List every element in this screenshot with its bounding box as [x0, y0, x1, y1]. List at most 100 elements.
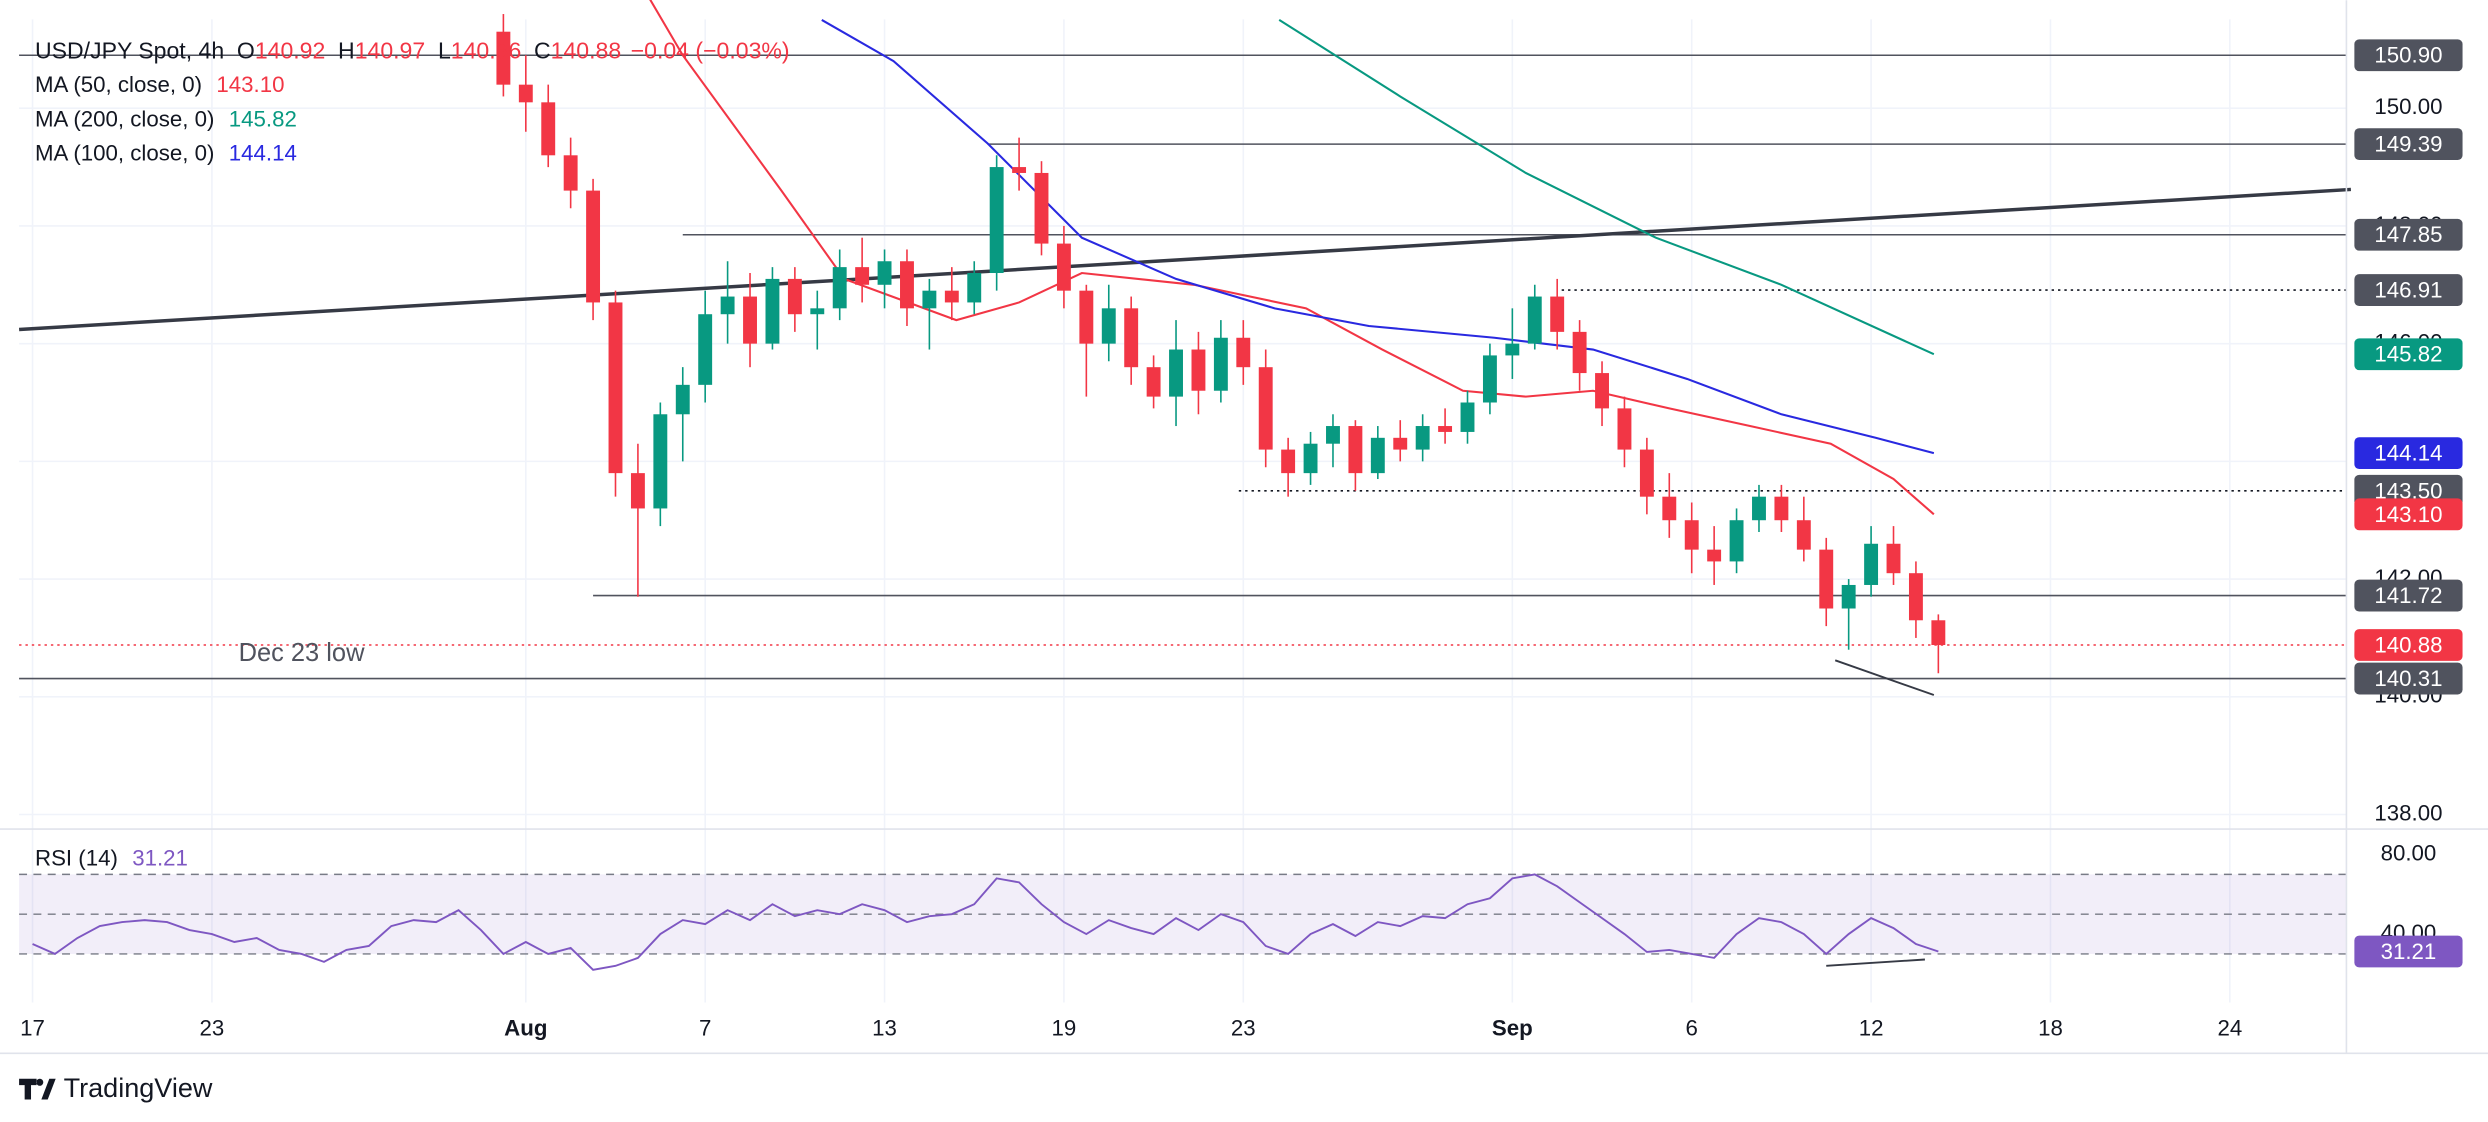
- x-tick-label: 17: [20, 1015, 45, 1040]
- price-badge: [2354, 498, 2463, 531]
- plot: [18, 0, 2352, 971]
- header-value: 140.92: [255, 38, 326, 64]
- y-tick-label: 138.00: [2374, 800, 2442, 825]
- candle-body: [1393, 437, 1408, 450]
- candle-body: [1146, 367, 1161, 397]
- header: USD/JPY Spot, 4h O140.92 H140.97 L140.36 C14…: [35, 38, 790, 64]
- price-badge-label: 143.10: [2374, 502, 2442, 527]
- candle-body: [653, 414, 668, 509]
- price-badge-label: 147.85: [2374, 222, 2442, 247]
- price-badge: [2354, 338, 2463, 371]
- candle-body: [1438, 426, 1453, 432]
- candle-body: [1370, 437, 1385, 474]
- x-tick-label: 7: [699, 1015, 711, 1040]
- candle-body: [1079, 290, 1094, 344]
- candle-body: [496, 31, 511, 85]
- candle-body: [1191, 349, 1206, 391]
- candle-body: [563, 155, 578, 191]
- x-tick-label: 19: [1052, 1015, 1077, 1040]
- legend-value: 143.10: [216, 72, 284, 97]
- candle-body: [518, 84, 533, 103]
- x-tick-label: Sep: [1492, 1015, 1533, 1040]
- candle-body: [1931, 620, 1946, 645]
- price-badge: [2354, 662, 2463, 695]
- candle-body: [1796, 520, 1811, 550]
- candle-body: [855, 267, 870, 285]
- candle-body: [810, 308, 825, 315]
- candle-body: [1707, 549, 1722, 562]
- candle-body: [608, 302, 623, 474]
- y-tick-label: 80.00: [2381, 840, 2437, 865]
- candle-body: [541, 102, 556, 156]
- candle-body: [989, 167, 1004, 274]
- candle-body: [1460, 402, 1475, 432]
- header-key: O: [237, 38, 255, 64]
- candle-body: [922, 290, 937, 309]
- candle-body: [1348, 426, 1363, 474]
- annotation: Dec 23 low: [239, 639, 365, 667]
- x-tick-label: 6: [1686, 1015, 1698, 1040]
- candle-body: [877, 261, 892, 285]
- price-badge-label: 149.39: [2374, 132, 2442, 157]
- price-badge: [2354, 128, 2463, 161]
- price-badge: [2354, 274, 2463, 306]
- legend: MA (50, close, 0) 143.10 MA (200, close, 0…: [35, 72, 297, 870]
- legend-entry: RSI (14) 31.21: [35, 845, 188, 870]
- moving-average: [821, 19, 1935, 455]
- candle-body: [832, 267, 847, 309]
- price-badge: [2354, 935, 2463, 968]
- grid: [19, 19, 2347, 1003]
- legend-entry: MA (200, close, 0) 145.82: [35, 106, 297, 131]
- price-badge-label: 145.82: [2374, 342, 2442, 367]
- y-tick-label: 150.00: [2374, 94, 2442, 119]
- candle-body: [1684, 520, 1699, 550]
- candle-body: [1034, 172, 1049, 244]
- candle-body: [1639, 449, 1654, 497]
- candle-body: [1124, 308, 1139, 368]
- header-value: 140.36: [451, 38, 522, 64]
- price-badge-label: 31.21: [2381, 939, 2437, 964]
- logo: TradingView: [19, 1073, 213, 1103]
- header-change: −0.04 (−0.03%): [631, 38, 790, 64]
- branding: TradingView: [64, 1073, 213, 1103]
- candle-body: [1550, 296, 1565, 332]
- candle-body: [1415, 426, 1430, 450]
- legend-entry: MA (50, close, 0) 143.10: [35, 72, 284, 97]
- legend-name: MA (100, close, 0): [35, 140, 214, 165]
- candle-body: [1326, 426, 1340, 444]
- axis: 138.00140.00142.00144.00146.00148.00150.…: [20, 39, 2463, 1040]
- price-badge-label: 140.88: [2374, 632, 2442, 657]
- moving-average: [1278, 19, 1935, 356]
- candle-body: [1886, 543, 1901, 574]
- candle-body: [1662, 496, 1677, 521]
- trend-line: [18, 187, 2352, 332]
- candle-body: [630, 473, 645, 509]
- legend-name: MA (50, close, 0): [35, 72, 202, 97]
- candle-body: [720, 296, 735, 315]
- candle-body: [1236, 337, 1251, 368]
- header-value: 140.97: [355, 38, 426, 64]
- price-badge-label: 140.31: [2374, 666, 2442, 691]
- price-badge-label: 150.90: [2374, 43, 2442, 68]
- header-key: C: [534, 38, 551, 64]
- candle-body: [1595, 373, 1609, 409]
- rsi-line: [32, 873, 1939, 971]
- candle-body: [1752, 496, 1766, 521]
- price-badge: [2354, 218, 2463, 251]
- price-badge: [2354, 579, 2463, 612]
- legend-value: 145.82: [229, 106, 297, 131]
- x-tick-label: 24: [2217, 1015, 2242, 1040]
- candle-body: [1572, 331, 1587, 374]
- candle-body: [698, 314, 713, 385]
- legend-entry: MA (100, close, 0) 144.14: [35, 140, 297, 165]
- legend-name: RSI (14): [35, 845, 118, 870]
- candle-body: [1482, 355, 1497, 403]
- trend-line: [1834, 659, 1935, 696]
- header-key: H: [338, 38, 355, 64]
- price-badge: [2354, 437, 2463, 470]
- candle-body: [765, 278, 780, 344]
- legend-value: 31.21: [132, 845, 188, 870]
- logo-icon: [19, 1078, 56, 1100]
